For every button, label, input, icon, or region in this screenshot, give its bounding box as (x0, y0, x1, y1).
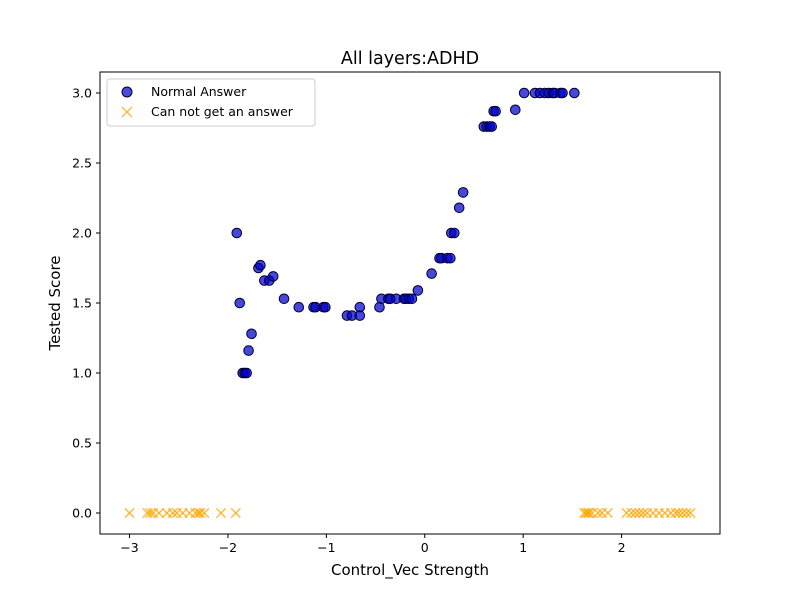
x-marker-stroke (195, 507, 206, 519)
data-point-no-answer (167, 507, 178, 519)
x-marker-stroke (167, 507, 178, 519)
data-point-no-answer (195, 507, 206, 519)
data-point-no-answer (634, 507, 645, 519)
data-point-no-answer (199, 507, 210, 519)
x-marker-stroke (673, 507, 684, 519)
data-point-normal-answer (234, 297, 246, 309)
data-point-no-answer (230, 507, 241, 519)
x-marker-stroke (215, 507, 227, 519)
data-point-normal-answer (412, 285, 424, 296)
legend-label-no-answer: Can not get an answer (151, 104, 294, 119)
data-point-normal-answer (241, 367, 252, 379)
x-tick-label: −1 (317, 540, 335, 555)
data-point-no-answer (579, 507, 590, 519)
y-tick-label: 0.5 (72, 436, 92, 451)
data-point-normal-answer (490, 105, 501, 117)
legend-marker-no-answer (121, 106, 133, 118)
data-point-no-answer (638, 507, 649, 519)
x-marker-stroke (583, 507, 595, 519)
x-marker-stroke (124, 507, 135, 519)
data-point-normal-answer (255, 259, 266, 271)
data-point-normal-answer (448, 227, 460, 239)
x-axis-label: Control_Vec Strength (331, 561, 489, 580)
x-marker-stroke (190, 507, 201, 519)
y-tick-label: 0.0 (72, 506, 92, 521)
x-marker-stroke (681, 507, 692, 519)
x-marker-stroke (638, 507, 649, 519)
legend-box (106, 78, 316, 127)
y-tick-label: 2.5 (72, 156, 92, 171)
data-point-normal-answer (231, 227, 243, 239)
legend: Normal Answer Can not get an answer (106, 78, 316, 127)
data-point-normal-answer (320, 301, 331, 313)
data-point-no-answer (215, 507, 227, 519)
data-point-normal-answer (453, 202, 465, 214)
data-point-normal-answer (278, 293, 290, 305)
data-point-no-answer (592, 507, 604, 519)
x-marker-stroke (592, 507, 604, 519)
plot-marks (124, 87, 696, 519)
x-marker-stroke (685, 507, 696, 519)
data-point-no-answer (190, 507, 201, 519)
y-tick-label: 1.0 (72, 366, 92, 381)
data-point-normal-answer (486, 121, 497, 132)
x-marker-stroke (602, 507, 613, 519)
y-tick-label: 3.0 (72, 86, 92, 101)
x-marker-stroke (579, 507, 590, 519)
data-point-normal-answer (557, 87, 568, 99)
data-point-normal-answer (354, 301, 366, 313)
x-marker-stroke (630, 507, 641, 519)
x-axis-ticks: −3 −2 −1 0 1 2 (120, 534, 626, 555)
x-marker-stroke (230, 507, 241, 519)
y-tick-label: 2.0 (72, 226, 92, 241)
data-point-normal-answer (445, 252, 456, 264)
data-point-no-answer (621, 507, 632, 519)
x-marker-stroke (665, 507, 676, 519)
data-point-normal-answer (457, 187, 469, 198)
data-point-no-answer (145, 507, 156, 519)
y-axis-label: Tested Score (46, 255, 64, 351)
data-point-no-answer (677, 507, 688, 519)
chart-title: All layers:ADHD (341, 49, 479, 69)
data-point-no-answer (685, 507, 696, 519)
data-point-normal-answer (246, 328, 257, 340)
data-point-normal-answer (293, 301, 305, 313)
legend-label-normal-answer: Normal Answer (151, 84, 247, 99)
x-marker-stroke (145, 507, 156, 519)
x-tick-label: 0 (421, 540, 429, 555)
data-point-normal-answer (426, 268, 437, 279)
data-point-normal-answer (267, 271, 279, 282)
x-tick-label: 2 (618, 540, 626, 555)
data-point-no-answer (602, 507, 613, 519)
x-marker-stroke (621, 507, 632, 519)
x-tick-label: 1 (519, 540, 527, 555)
data-point-no-answer (673, 507, 684, 519)
y-tick-label: 1.5 (72, 296, 92, 311)
data-point-no-answer (124, 507, 135, 519)
data-point-normal-answer (243, 345, 254, 356)
data-point-no-answer (665, 507, 676, 519)
data-point-no-answer (153, 507, 165, 519)
x-marker-stroke (153, 507, 165, 519)
x-marker-stroke (677, 507, 688, 519)
x-marker-stroke (199, 507, 210, 519)
x-marker-stroke (626, 507, 637, 519)
y-axis-ticks: 0.0 0.5 1.0 1.5 2.0 2.5 3.0 (72, 86, 100, 521)
data-point-normal-answer (518, 87, 530, 99)
data-point-no-answer (630, 507, 641, 519)
data-point-normal-answer (510, 104, 521, 116)
data-point-normal-answer (569, 87, 580, 99)
data-point-no-answer (583, 507, 595, 519)
data-point-no-answer (681, 507, 692, 519)
x-marker-stroke (634, 507, 645, 519)
data-point-normal-answer (406, 293, 418, 305)
x-tick-label: −2 (219, 540, 237, 555)
x-tick-label: −3 (120, 540, 138, 555)
legend-marker-normal-answer (121, 86, 133, 98)
data-point-no-answer (626, 507, 637, 519)
